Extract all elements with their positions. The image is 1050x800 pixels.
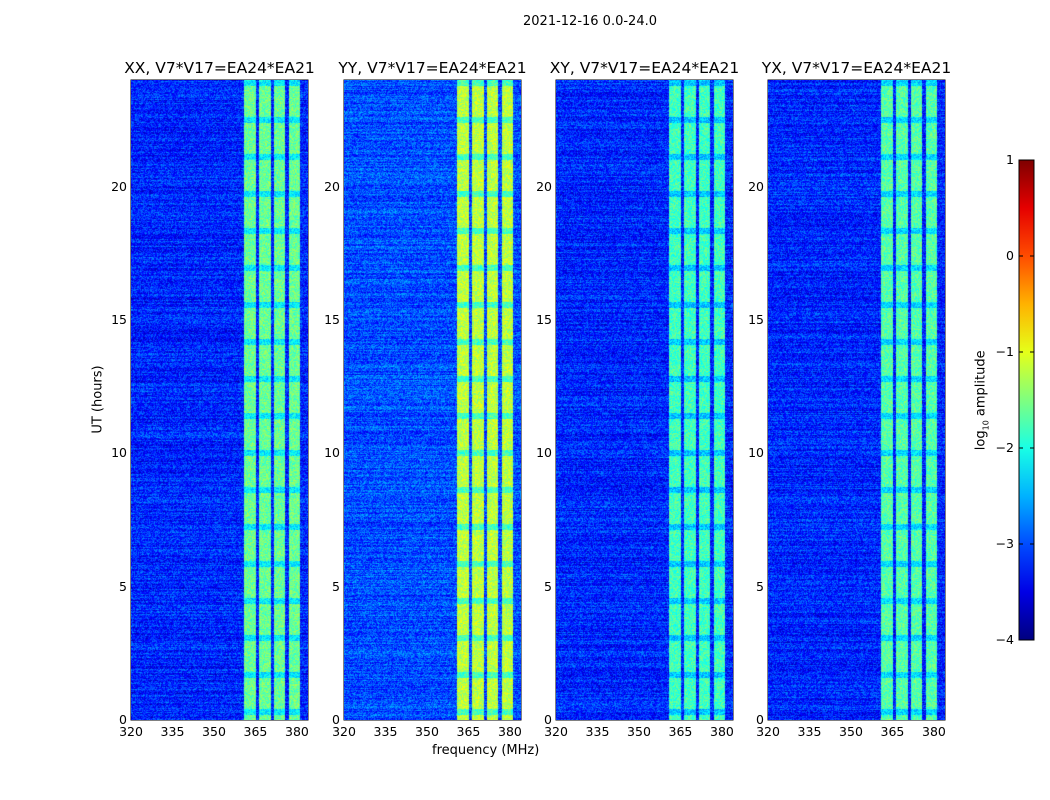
spectrogram-heatmap: [556, 80, 733, 720]
x-tick-label: 365: [668, 724, 693, 739]
y-tick-label: 5: [332, 578, 340, 594]
y-tick-label: 10: [748, 445, 764, 461]
x-tick-label: 335: [585, 724, 610, 739]
figure-title: 2021-12-16 0.0-24.0: [523, 14, 657, 29]
spectrogram-heatmap: [768, 80, 945, 720]
x-tick-label: 365: [456, 724, 481, 739]
colorbar-tick-label: −3: [995, 536, 1014, 551]
panel-title: YX, V7*V17=EA24*EA21: [761, 59, 952, 77]
y-tick-label: 20: [111, 178, 127, 194]
y-tick-label: 10: [324, 445, 340, 461]
colorbar-tick-label: 0: [1006, 248, 1014, 263]
colorbar-tick-label: 1: [1006, 152, 1014, 167]
x-tick-label: 335: [797, 724, 822, 739]
x-tick-label: 365: [880, 724, 905, 739]
x-tick-label: 320: [756, 724, 780, 739]
y-tick-label: 0: [332, 712, 340, 727]
x-axis-label: frequency (MHz): [432, 743, 540, 758]
spectrogram-heatmap: [131, 80, 308, 720]
x-tick-label: 365: [243, 724, 268, 739]
y-tick-label: 20: [748, 178, 764, 194]
x-tick-label: 320: [332, 724, 356, 739]
panel-title: YY, V7*V17=EA24*EA21: [338, 59, 527, 77]
y-tick-label: 5: [119, 578, 127, 594]
y-tick-label: 10: [536, 445, 552, 461]
y-tick-label: 15: [536, 312, 552, 327]
colorbar-tick-label: −4: [995, 632, 1014, 647]
x-tick-label: 380: [710, 724, 734, 739]
x-tick-label: 380: [498, 724, 522, 739]
x-tick-label: 320: [544, 724, 568, 739]
x-tick-label: 350: [202, 724, 226, 739]
x-tick-label: 320: [119, 724, 143, 739]
x-tick-label: 380: [285, 724, 309, 739]
y-tick-label: 0: [544, 712, 552, 727]
y-tick-label: 0: [756, 712, 764, 727]
y-tick-label: 15: [748, 312, 764, 327]
panel-title: XX, V7*V17=EA24*EA21: [124, 59, 315, 77]
x-tick-label: 350: [839, 724, 863, 739]
y-tick-label: 5: [544, 578, 552, 594]
y-tick-label: 10: [111, 445, 127, 461]
y-tick-label: 5: [756, 578, 764, 594]
y-tick-label: 0: [119, 712, 127, 727]
y-tick-label: 15: [324, 312, 340, 327]
colorbar-tick-label: −1: [995, 344, 1014, 359]
spectrogram-heatmap: [344, 80, 521, 720]
x-tick-label: 350: [627, 724, 651, 739]
y-tick-label: 15: [111, 312, 127, 327]
y-tick-label: 20: [536, 178, 552, 194]
x-tick-label: 335: [373, 724, 398, 739]
colorbar: [1018, 159, 1035, 641]
x-tick-label: 335: [160, 724, 185, 739]
x-tick-label: 380: [922, 724, 946, 739]
panel-title: XY, V7*V17=EA24*EA21: [549, 59, 740, 77]
colorbar-tick-label: −2: [995, 440, 1014, 455]
x-tick-label: 350: [415, 724, 439, 739]
y-tick-label: 20: [324, 178, 340, 194]
